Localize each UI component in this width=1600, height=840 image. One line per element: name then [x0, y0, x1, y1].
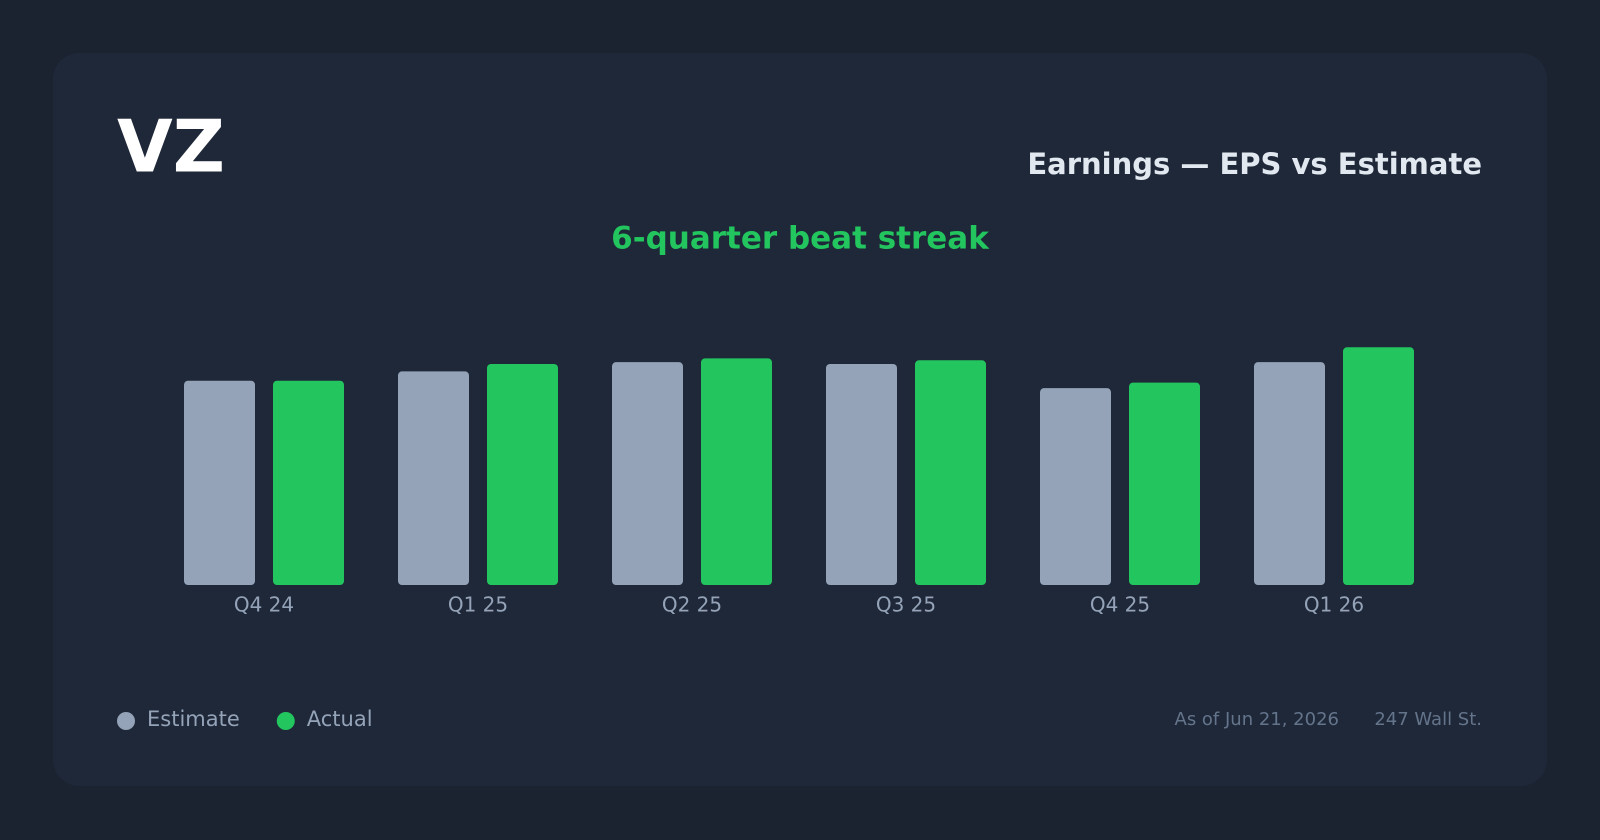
bar: [487, 364, 558, 585]
bar: [398, 371, 469, 585]
card: [53, 53, 1547, 786]
x-tick-label: Q1 26: [1304, 593, 1364, 617]
legend-label: Actual: [307, 707, 373, 731]
bar: [915, 360, 986, 585]
bar: [1254, 362, 1325, 585]
legend-swatch: [276, 712, 295, 730]
bar: [1343, 347, 1414, 585]
as-of-date: As of Jun 21, 2026: [1175, 709, 1340, 730]
x-tick-label: Q4 24: [234, 593, 294, 617]
x-tick-label: Q1 25: [448, 593, 508, 617]
bar: [184, 380, 255, 585]
x-tick-label: Q2 25: [662, 593, 722, 617]
bar: [826, 364, 897, 585]
bar: [1040, 388, 1111, 585]
legend-label: Estimate: [147, 707, 240, 731]
bar: [273, 380, 344, 585]
bar: [1129, 382, 1200, 585]
chart-subtitle: 6-quarter beat streak: [611, 221, 990, 257]
legend-swatch: [117, 712, 135, 730]
x-tick-label: Q4 25: [1090, 593, 1150, 617]
chart-title: Earnings — EPS vs Estimate: [1027, 147, 1482, 181]
x-tick-label: Q3 25: [876, 593, 936, 617]
bar: [701, 358, 772, 585]
source: 247 Wall St.: [1374, 709, 1482, 730]
ticker: VZ: [117, 105, 225, 189]
bar: [612, 362, 683, 585]
